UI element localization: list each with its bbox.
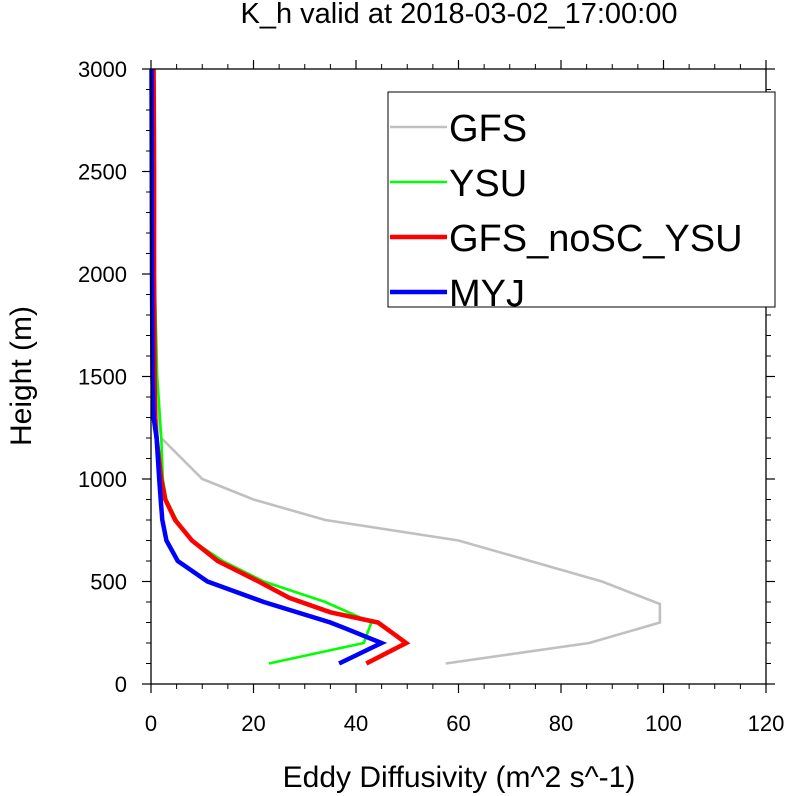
y-tick-label: 3000 — [78, 57, 127, 82]
legend-items: GFS YSU GFS_noSC_YSU MYJ — [390, 108, 743, 315]
y-axis-title: Height (m) — [5, 306, 38, 446]
legend-label-1: YSU — [449, 163, 527, 205]
x-tick-label: 20 — [241, 711, 265, 736]
series-layer — [149, 68, 662, 666]
x-tick-label: 100 — [645, 711, 682, 736]
y-tick-label: 1500 — [78, 365, 127, 390]
x-tick-label: 60 — [446, 711, 470, 736]
y-tick-label: 0 — [115, 672, 127, 697]
legend-frame — [387, 91, 776, 308]
x-tick-label: 40 — [344, 711, 368, 736]
tick-layer: 0 20 40 60 80 100 120 0 500 1000 1500 2000 2500 3000 — [78, 57, 784, 736]
y-tick-label: 2500 — [78, 160, 127, 185]
plot-title: K_h valid at 2018-03-02_17:00:00 — [241, 0, 678, 30]
y-tick-label: 1000 — [78, 467, 127, 492]
y-tick-label: 500 — [90, 570, 127, 595]
legend-label-2: GFS_noSC_YSU — [449, 218, 743, 260]
y-tick-label: 2000 — [78, 262, 127, 287]
legend: GFS YSU GFS_noSC_YSU MYJ — [387, 91, 776, 315]
legend-label-3: MYJ — [449, 273, 525, 315]
x-tick-label: 0 — [145, 711, 157, 736]
series-line-3 — [149, 68, 388, 666]
x-tick-label: 80 — [549, 711, 573, 736]
series-line-2 — [151, 68, 411, 666]
legend-label-0: GFS — [449, 108, 527, 150]
series-line-1 — [150, 68, 374, 665]
x-axis-title: Eddy Diffusivity (m^2 s^-1) — [283, 761, 636, 794]
x-tick-label: 120 — [748, 711, 785, 736]
